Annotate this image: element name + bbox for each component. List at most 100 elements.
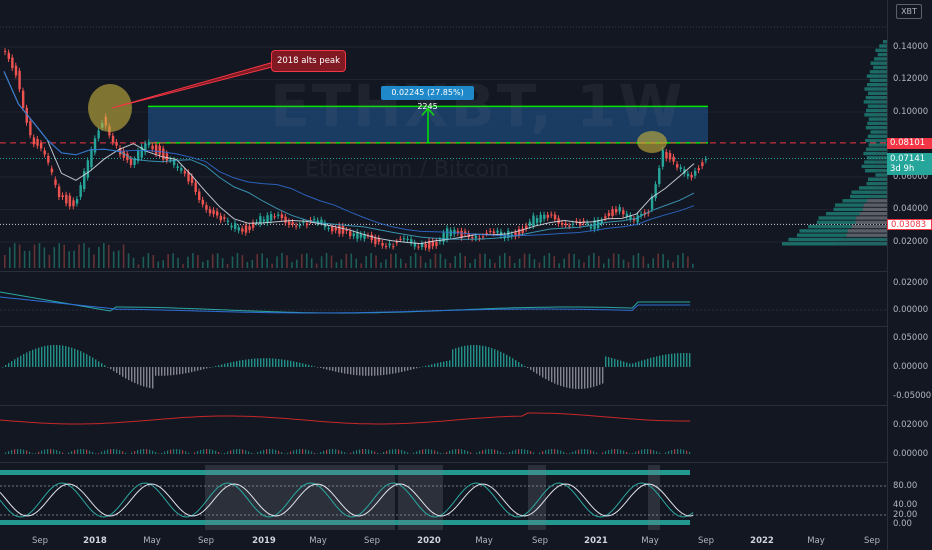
histogram-bar: [464, 450, 466, 454]
histogram-bar: [101, 363, 103, 367]
candle-body: [449, 230, 453, 237]
histogram-bar: [626, 451, 628, 454]
currency-button[interactable]: XBT: [896, 4, 922, 19]
price-range-label[interactable]: 0.02245 (27.85%) 2245: [381, 86, 474, 111]
histogram-bar: [539, 452, 541, 454]
histogram-bar: [173, 367, 175, 376]
price-tick: 0.02000: [893, 237, 929, 247]
histogram-bar: [140, 449, 142, 454]
candle-body: [661, 149, 665, 167]
candle-body: [406, 238, 409, 240]
histogram-bar: [467, 451, 469, 454]
moving-average-line: [3, 71, 695, 245]
volume-bar: [528, 253, 531, 268]
volume-profile-bar: [885, 40, 887, 44]
pane-separator[interactable]: [0, 462, 887, 463]
histogram-bar: [620, 449, 622, 454]
histogram-bar: [248, 359, 250, 367]
pane-separator[interactable]: [0, 271, 887, 272]
histogram-bar: [173, 449, 175, 454]
candle-body: [352, 233, 355, 237]
volume-bar: [449, 262, 452, 268]
histogram-bar: [53, 345, 55, 367]
candle-body: [553, 214, 557, 220]
candle-body: [388, 243, 391, 246]
candle-body: [169, 159, 172, 161]
symbol-description-watermark: Ethereum / Bitcoin: [305, 157, 510, 182]
candle-body: [295, 225, 298, 227]
volume-bar: [350, 253, 353, 268]
histogram-bar: [416, 451, 418, 454]
candle-body: [668, 153, 672, 160]
candle-body: [704, 158, 708, 161]
volume-bar: [211, 254, 214, 268]
histogram-bar: [581, 449, 583, 454]
histogram-bar: [191, 367, 193, 373]
candle-body: [543, 214, 546, 219]
candle-body: [86, 160, 90, 178]
histogram-bar: [164, 451, 166, 454]
histogram-bar: [377, 453, 379, 454]
histogram-bar: [557, 449, 559, 454]
candle-body: [154, 144, 158, 154]
histogram-bar: [566, 367, 568, 388]
histogram-bar: [137, 367, 139, 385]
histogram-bar: [572, 367, 574, 389]
histogram-bar: [293, 450, 295, 454]
histogram-bar: [263, 449, 265, 454]
histogram-bar: [518, 362, 520, 367]
histogram-bar: [284, 359, 286, 367]
histogram-bar: [275, 449, 277, 454]
callout-pointer: [111, 61, 277, 109]
histogram-bar: [182, 450, 184, 454]
histogram-bar: [665, 452, 667, 454]
volume-profile-bar: [856, 216, 887, 220]
candle-body: [39, 142, 43, 149]
volume-bar: [187, 256, 189, 268]
histogram-bar: [362, 367, 364, 376]
histogram-bar: [218, 452, 220, 454]
volume-profile-bar: [868, 117, 879, 121]
pane-separator[interactable]: [0, 405, 887, 406]
volume-bar: [88, 247, 90, 268]
histogram-bar: [656, 356, 658, 367]
candle-body: [212, 210, 215, 215]
histogram-bar: [50, 449, 52, 454]
time-tick: Sep: [531, 536, 549, 546]
volume-bar: [256, 254, 259, 268]
histogram-bar: [353, 367, 355, 375]
histogram-bar: [641, 449, 643, 454]
candle-body: [223, 217, 226, 219]
volume-bar: [246, 261, 249, 268]
volume-bar: [484, 253, 486, 268]
histogram-bar: [239, 360, 241, 367]
histogram-bar: [188, 367, 190, 373]
pane-separator[interactable]: [0, 326, 887, 327]
histogram-bar: [251, 452, 253, 454]
histogram-bar: [107, 367, 109, 368]
histogram-bar: [503, 353, 505, 367]
volume-bar: [632, 255, 635, 268]
callout-annotation[interactable]: 2018 alts peak: [271, 50, 346, 72]
volume-profile-bar: [878, 177, 887, 181]
histogram-bar: [149, 449, 151, 454]
histogram-bar: [122, 367, 124, 377]
volume-profile-bar: [878, 83, 887, 87]
histogram-bar: [632, 363, 634, 367]
volume-profile-bar: [796, 233, 847, 237]
histogram-bar: [671, 353, 673, 367]
price-tick: 0.06000: [893, 172, 929, 182]
histogram-bar: [680, 353, 682, 367]
volume-bar: [236, 253, 239, 268]
histogram-bar: [446, 360, 448, 367]
volume-profile-bar: [866, 147, 878, 151]
candle-body: [162, 148, 165, 160]
histogram-bar: [437, 451, 439, 454]
volume-bar: [489, 259, 491, 268]
histogram-bar: [134, 367, 136, 384]
histogram-bar: [47, 449, 49, 454]
histogram-bar: [524, 449, 526, 454]
histogram-bar: [389, 449, 391, 454]
histogram-bar: [635, 451, 637, 454]
